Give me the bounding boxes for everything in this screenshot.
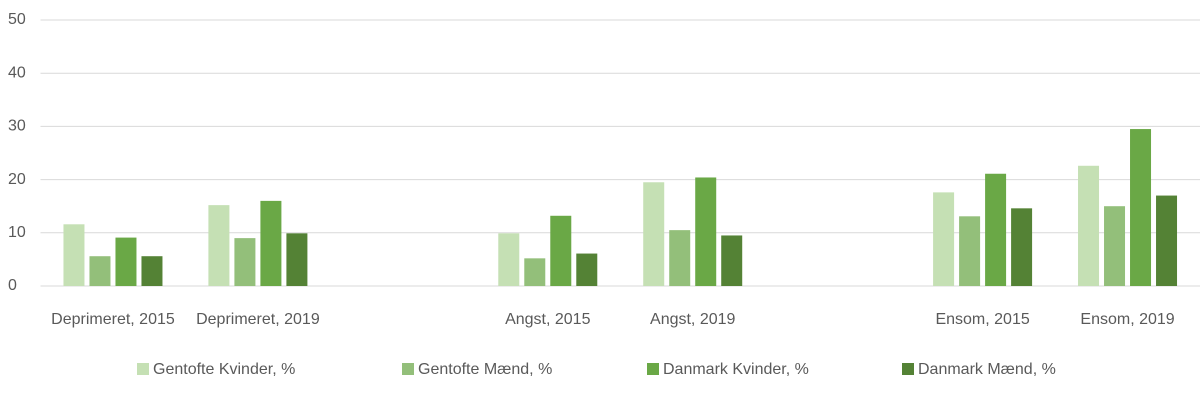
bar xyxy=(1130,129,1152,286)
y-tick-label: 0 xyxy=(8,277,17,294)
bar xyxy=(933,192,955,286)
legend-label: Gentofte Kvinder, % xyxy=(153,361,295,378)
bar xyxy=(234,238,256,286)
legend-swatch xyxy=(402,363,414,375)
y-tick-label: 30 xyxy=(8,118,26,135)
x-tick-label: Angst, 2015 xyxy=(505,311,591,328)
bar xyxy=(115,237,137,286)
bar xyxy=(1104,206,1126,286)
y-tick-label: 20 xyxy=(8,171,26,188)
legend-label: Danmark Mænd, % xyxy=(918,361,1056,378)
bar xyxy=(576,253,598,286)
x-tick-label: Deprimeret, 2015 xyxy=(51,311,175,328)
legend-label: Danmark Kvinder, % xyxy=(663,361,809,378)
legend-swatch xyxy=(137,363,149,375)
x-tick-label: Deprimeret, 2019 xyxy=(196,311,320,328)
bar xyxy=(695,177,717,286)
bar xyxy=(643,182,665,286)
bar xyxy=(1078,165,1100,286)
bar xyxy=(721,235,743,286)
legend-swatch xyxy=(902,363,914,375)
y-tick-label: 10 xyxy=(8,224,26,241)
bar xyxy=(498,233,520,286)
y-tick-label: 40 xyxy=(8,64,26,81)
bar xyxy=(208,205,230,286)
bar xyxy=(260,200,282,286)
bar xyxy=(141,256,163,286)
bar xyxy=(63,224,85,286)
bar xyxy=(669,230,691,286)
bar xyxy=(286,233,308,286)
bar xyxy=(550,215,572,286)
bar xyxy=(1156,195,1178,286)
x-tick-label: Ensom, 2019 xyxy=(1080,311,1174,328)
x-tick-label: Ensom, 2015 xyxy=(935,311,1029,328)
bar xyxy=(985,173,1007,286)
y-tick-label: 50 xyxy=(8,11,26,28)
x-tick-label: Angst, 2019 xyxy=(650,311,736,328)
legend-swatch xyxy=(647,363,659,375)
bar xyxy=(524,258,546,286)
legend-label: Gentofte Mænd, % xyxy=(418,361,552,378)
bar xyxy=(89,256,111,286)
bar xyxy=(1011,208,1033,286)
bar xyxy=(959,216,981,286)
